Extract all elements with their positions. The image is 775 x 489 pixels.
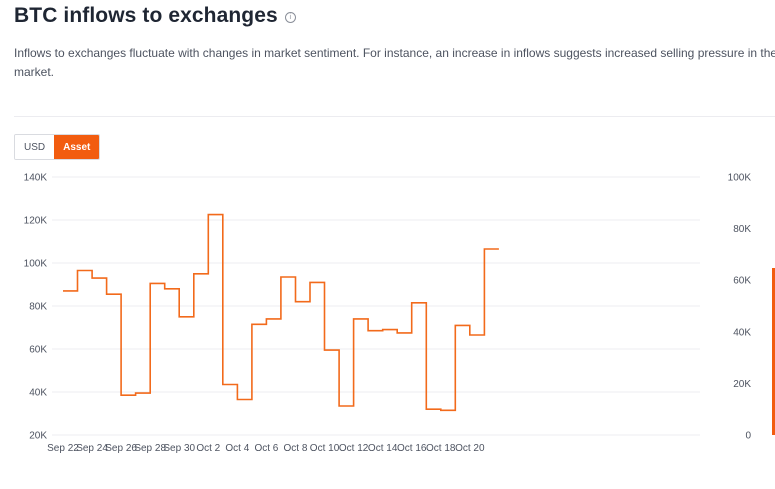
secondary-series-bar bbox=[772, 268, 775, 435]
x-tick-label: Oct 6 bbox=[254, 443, 278, 454]
divider bbox=[14, 116, 775, 117]
inflows-series-line bbox=[63, 213, 499, 412]
x-tick-label: Sep 22 bbox=[47, 443, 79, 454]
page-title: BTC inflows to exchanges bbox=[14, 4, 278, 27]
y-left-tick-label: 120K bbox=[24, 216, 48, 227]
y-left-tick-label: 20K bbox=[29, 431, 47, 442]
y-right-tick-label: 20K bbox=[733, 379, 751, 390]
y-right-tick-label: 100K bbox=[728, 173, 752, 184]
info-icon[interactable]: i bbox=[284, 11, 296, 23]
y-left-tick-label: 60K bbox=[29, 345, 47, 356]
title-row: BTC inflows to exchanges i bbox=[14, 4, 296, 28]
y-right-tick-label: 40K bbox=[733, 327, 751, 338]
x-tick-label: Oct 16 bbox=[397, 443, 427, 454]
usd-toggle-button[interactable]: USD bbox=[15, 135, 55, 159]
y-right-tick-label: 60K bbox=[733, 276, 751, 287]
y-right-tick-label: 0 bbox=[745, 431, 751, 442]
x-tick-label: Sep 26 bbox=[105, 443, 137, 454]
page-description: Inflows to exchanges fluctuate with chan… bbox=[14, 46, 775, 79]
y-left-tick-label: 40K bbox=[29, 388, 47, 399]
x-tick-label: Sep 24 bbox=[76, 443, 108, 454]
x-tick-label: Oct 2 bbox=[196, 443, 220, 454]
y-left-tick-label: 140K bbox=[24, 173, 48, 184]
y-left-tick-label: 80K bbox=[29, 302, 47, 313]
x-tick-label: Oct 4 bbox=[225, 443, 249, 454]
y-right-tick-label: 80K bbox=[733, 224, 751, 235]
x-tick-label: Oct 8 bbox=[284, 443, 308, 454]
x-tick-label: Sep 28 bbox=[134, 443, 166, 454]
asset-toggle-button[interactable]: Asset bbox=[54, 135, 100, 159]
y-left-tick-label: 100K bbox=[24, 259, 48, 270]
x-tick-label: Oct 14 bbox=[368, 443, 398, 454]
x-tick-label: Oct 12 bbox=[339, 443, 369, 454]
x-tick-label: Oct 20 bbox=[455, 443, 485, 454]
x-tick-label: Sep 30 bbox=[163, 443, 195, 454]
unit-toggle: USD Asset bbox=[14, 134, 101, 160]
x-tick-label: Oct 18 bbox=[426, 443, 456, 454]
x-tick-label: Oct 10 bbox=[310, 443, 340, 454]
